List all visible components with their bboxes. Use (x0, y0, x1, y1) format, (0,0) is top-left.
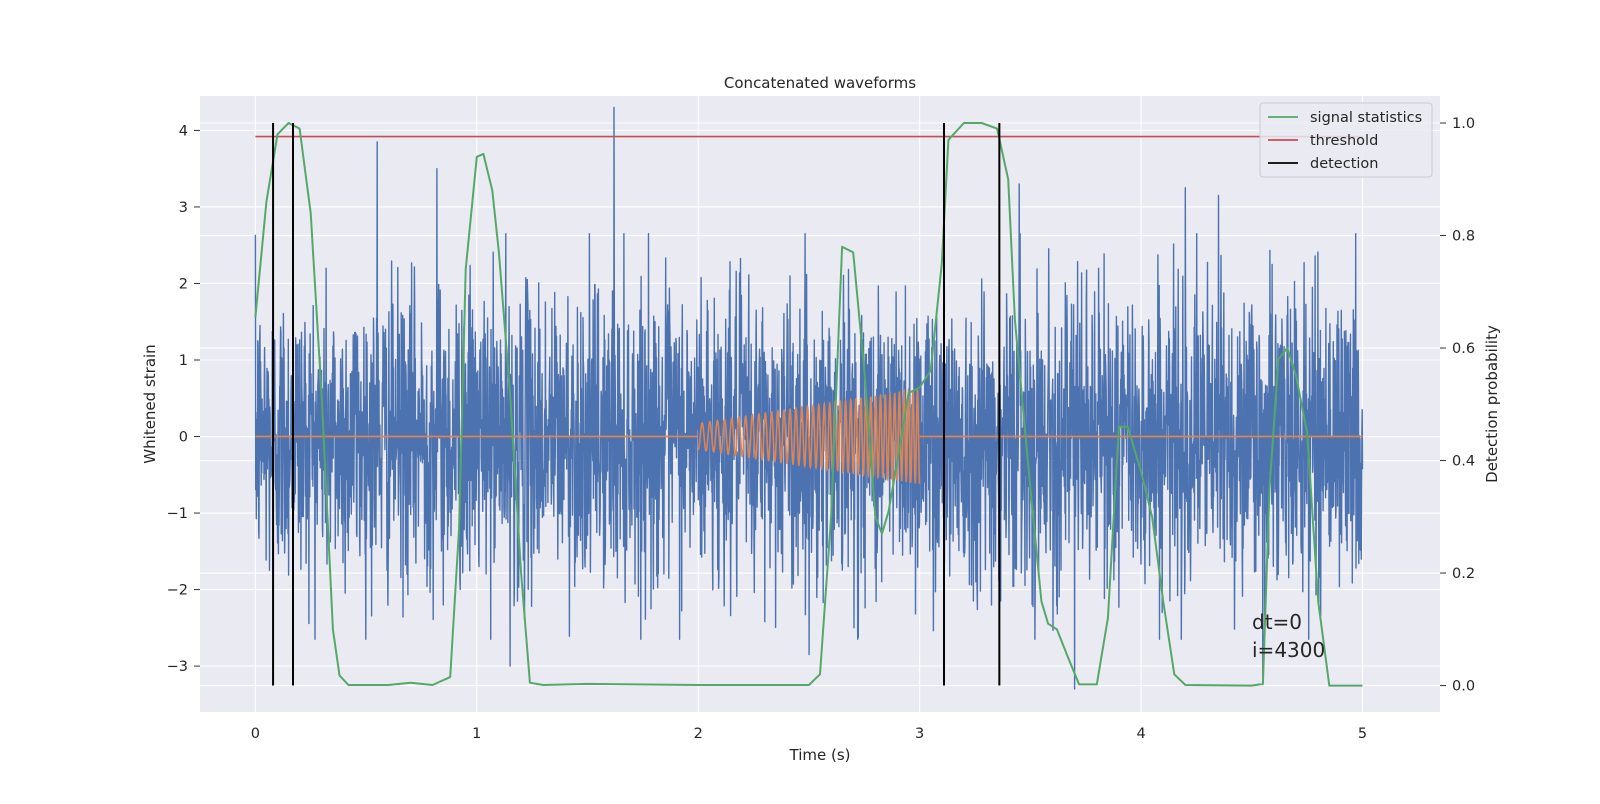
y-right-tick-label: 1.0 (1452, 116, 1475, 132)
y-right-tick-label: 0.6 (1452, 341, 1475, 357)
y-axis-label: Whitened strain (141, 344, 159, 463)
y-tick-label: 3 (179, 200, 188, 216)
y-tick-label: 0 (179, 430, 188, 446)
y-tick-label: −3 (167, 659, 188, 675)
chart-title: Concatenated waveforms (724, 74, 916, 92)
y-right-tick-label: 0.4 (1452, 454, 1475, 470)
y-tick-label: 4 (179, 123, 188, 139)
x-tick-label: 4 (1136, 726, 1145, 742)
legend-box (1259, 102, 1433, 178)
strain-noise-line (254, 106, 1364, 690)
y-tick-label: 1 (179, 353, 188, 369)
y-right-tick-label: 0.8 (1452, 229, 1475, 245)
y-axis-label-right: Detection probability (1483, 325, 1501, 483)
x-axis: 0 1 2 3 4 5 (251, 726, 1367, 742)
y-tick-label: −1 (167, 506, 188, 522)
x-tick-label: 2 (694, 726, 703, 742)
legend-label-threshold: threshold (1310, 133, 1378, 149)
x-axis-label: Time (s) (789, 746, 851, 764)
annotation-line-1: dt=0 (1252, 610, 1302, 634)
left-axis: −3 −2 −1 0 1 2 3 4 (167, 123, 200, 675)
y-tick-label: 2 (179, 276, 188, 292)
x-tick-label: 1 (472, 726, 481, 742)
right-axis: 0.0 0.2 0.4 0.6 0.8 1.0 (1440, 116, 1475, 695)
y-right-tick-label: 0.0 (1452, 679, 1475, 695)
y-tick-label: −2 (167, 583, 188, 599)
x-tick-label: 0 (251, 726, 260, 742)
x-tick-label: 3 (915, 726, 924, 742)
legend: signal statistics threshold detection (1259, 102, 1433, 178)
signal-statistics-line (254, 122, 1363, 687)
injection-chirp-line (697, 388, 921, 484)
annotation-line-2: i=4300 (1252, 638, 1325, 662)
legend-label-signal-statistics: signal statistics (1310, 110, 1422, 126)
x-tick-label: 5 (1358, 726, 1367, 742)
series-layer (254, 106, 1364, 690)
legend-label-detection: detection (1310, 156, 1378, 172)
y-right-tick-label: 0.2 (1452, 566, 1475, 582)
